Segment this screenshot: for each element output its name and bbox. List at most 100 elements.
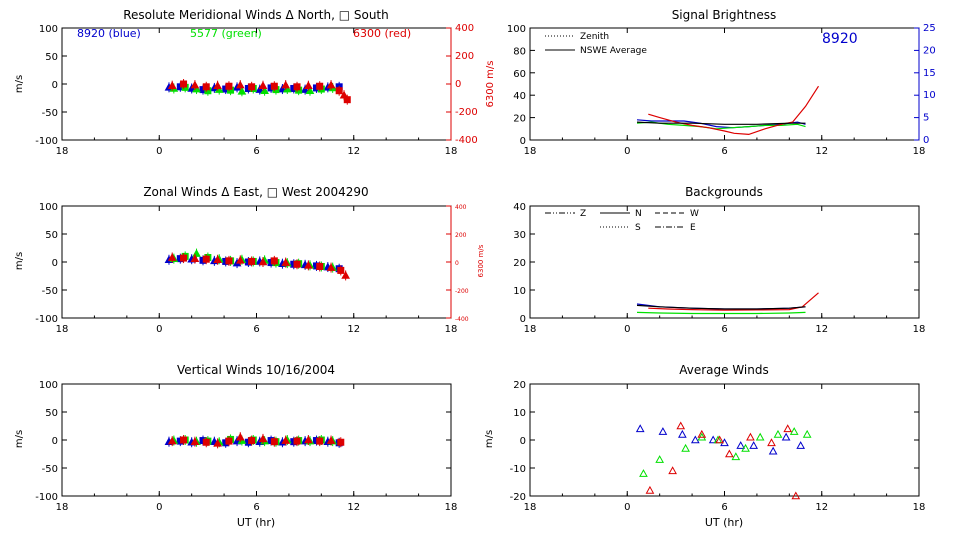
average-point-green	[802, 429, 812, 438]
brightness-panel: Signal Brightness 8920 Zenith NSWE Avera…	[545, 8, 858, 56]
backgrounds-ytick-label: 20	[513, 258, 526, 269]
zonal-point-red	[248, 257, 256, 265]
average-point-blue	[708, 435, 718, 444]
legend-nswe-label: NSWE Average	[580, 46, 647, 56]
average-point-red	[767, 438, 776, 447]
zonal-xtick-label: 18	[445, 324, 458, 335]
meridional-xtick-label: 0	[156, 146, 162, 157]
meridional-point-red	[281, 80, 291, 89]
meridional-point-red	[190, 80, 200, 89]
vertical-point-red	[270, 438, 278, 446]
meridional-y2tick-label: 0	[455, 79, 461, 90]
meridional-point-red	[335, 87, 343, 95]
vertical-xlabel: UT (hr)	[237, 516, 275, 529]
backgrounds-xtick-label: 0	[624, 324, 630, 335]
vertical-point-red	[281, 436, 291, 444]
zonal-point-red	[316, 262, 324, 270]
vertical-point-red	[235, 432, 245, 441]
vertical-point-red	[180, 436, 188, 444]
average-point-green	[639, 469, 648, 477]
average-point-red	[668, 466, 677, 475]
average-point-red	[791, 491, 801, 500]
meridional-annotation-blue: 8920 (blue)	[77, 27, 141, 40]
average-point-green	[773, 429, 783, 438]
vertical-ytick-label: 50	[45, 408, 58, 419]
vertical-ylabel: m/s	[14, 430, 25, 448]
meridional-point-red	[235, 80, 245, 89]
meridional-ytick-label: 0	[52, 80, 58, 91]
average-point-blue	[796, 441, 806, 449]
average-xtick-label: 18	[524, 502, 537, 513]
brightness-series-black-line	[636, 121, 806, 125]
meridional-frame	[61, 27, 452, 141]
average-point-red	[725, 449, 734, 458]
vertical-xtick-label: 18	[445, 502, 458, 513]
average-point-blue	[768, 446, 778, 455]
brightness-y2tick-label: 0	[923, 135, 929, 146]
zonal-ytick-label: 50	[45, 230, 58, 241]
zonal-xtick-label: 0	[156, 324, 162, 335]
average-point-red	[676, 421, 686, 430]
meridional-annotation-green: 5577 (green)	[190, 27, 262, 40]
backgrounds-ytick-label: 10	[513, 286, 526, 297]
meridional-ylabel: m/s	[14, 75, 25, 93]
zonal-y2tick-label: -200	[455, 288, 469, 295]
zonal-point-red	[293, 260, 301, 268]
zonal-y2tick-label: 400	[455, 204, 467, 211]
zonal-point-red	[326, 263, 336, 271]
average-point-green	[741, 443, 750, 452]
vertical-point-red	[258, 434, 268, 443]
average-xtick-label: 6	[721, 502, 727, 513]
zonal-point-red	[180, 254, 188, 262]
average-point-blue	[690, 435, 700, 444]
legend-e-label: E	[690, 223, 696, 233]
zonal-point-red	[337, 266, 345, 274]
average-panel: Average Winds m/s UT (hr)	[484, 363, 769, 529]
legend-s-label: S	[635, 223, 641, 233]
vertical-point-red	[202, 438, 210, 446]
vertical-point-red	[337, 438, 345, 446]
legend-zenith-label: Zenith	[580, 32, 609, 42]
brightness-series-red-line	[648, 85, 820, 136]
brightness-ytick-label: 100	[507, 24, 526, 35]
zonal-ytick-label: -100	[35, 314, 58, 325]
zonal-xtick-label: 18	[56, 324, 69, 335]
average-ytick-label: 0	[520, 436, 526, 447]
brightness-y2tick-label: 20	[923, 45, 936, 56]
vertical-point-red	[190, 437, 200, 445]
backgrounds-title: Backgrounds	[685, 185, 763, 199]
brightness-xtick-label: 18	[913, 146, 926, 157]
average-point-blue	[658, 427, 668, 435]
meridional-y2label: 6300 m/s	[485, 61, 496, 108]
backgrounds-xtick-label: 18	[524, 324, 537, 335]
brightness-y2tick-label: 25	[923, 23, 936, 34]
zonal-point-red	[167, 252, 177, 261]
meridional-point-blue	[300, 85, 310, 93]
zonal-y2label: 6300 m/s	[477, 244, 485, 277]
backgrounds-series-black-line	[636, 304, 806, 310]
average-point-red	[783, 424, 793, 433]
average-point-green	[789, 427, 799, 435]
legend-w-label: W	[690, 209, 699, 219]
zonal-xtick-label: 6	[253, 324, 259, 335]
vertical-point-red	[248, 437, 256, 445]
average-xtick-label: 18	[913, 502, 926, 513]
zonal-point-red	[202, 255, 210, 263]
average-point-blue	[678, 429, 687, 438]
vertical-point-red	[167, 436, 177, 445]
brightness-ytick-label: 80	[513, 46, 526, 57]
vertical-point-red	[225, 437, 233, 445]
meridional-point-red	[304, 81, 313, 89]
vertical-title: Vertical Winds 10/16/2004	[177, 363, 335, 377]
brightness-xtick-label: 0	[624, 146, 630, 157]
brightness-ytick-label: 20	[513, 114, 526, 125]
meridional-ytick-label: -100	[35, 136, 58, 147]
vertical-ytick-label: -100	[35, 492, 58, 503]
backgrounds-frame	[529, 205, 920, 319]
vertical-point-red	[326, 436, 336, 444]
brightness-big-label: 8920	[822, 31, 858, 47]
average-point-red	[715, 435, 724, 444]
